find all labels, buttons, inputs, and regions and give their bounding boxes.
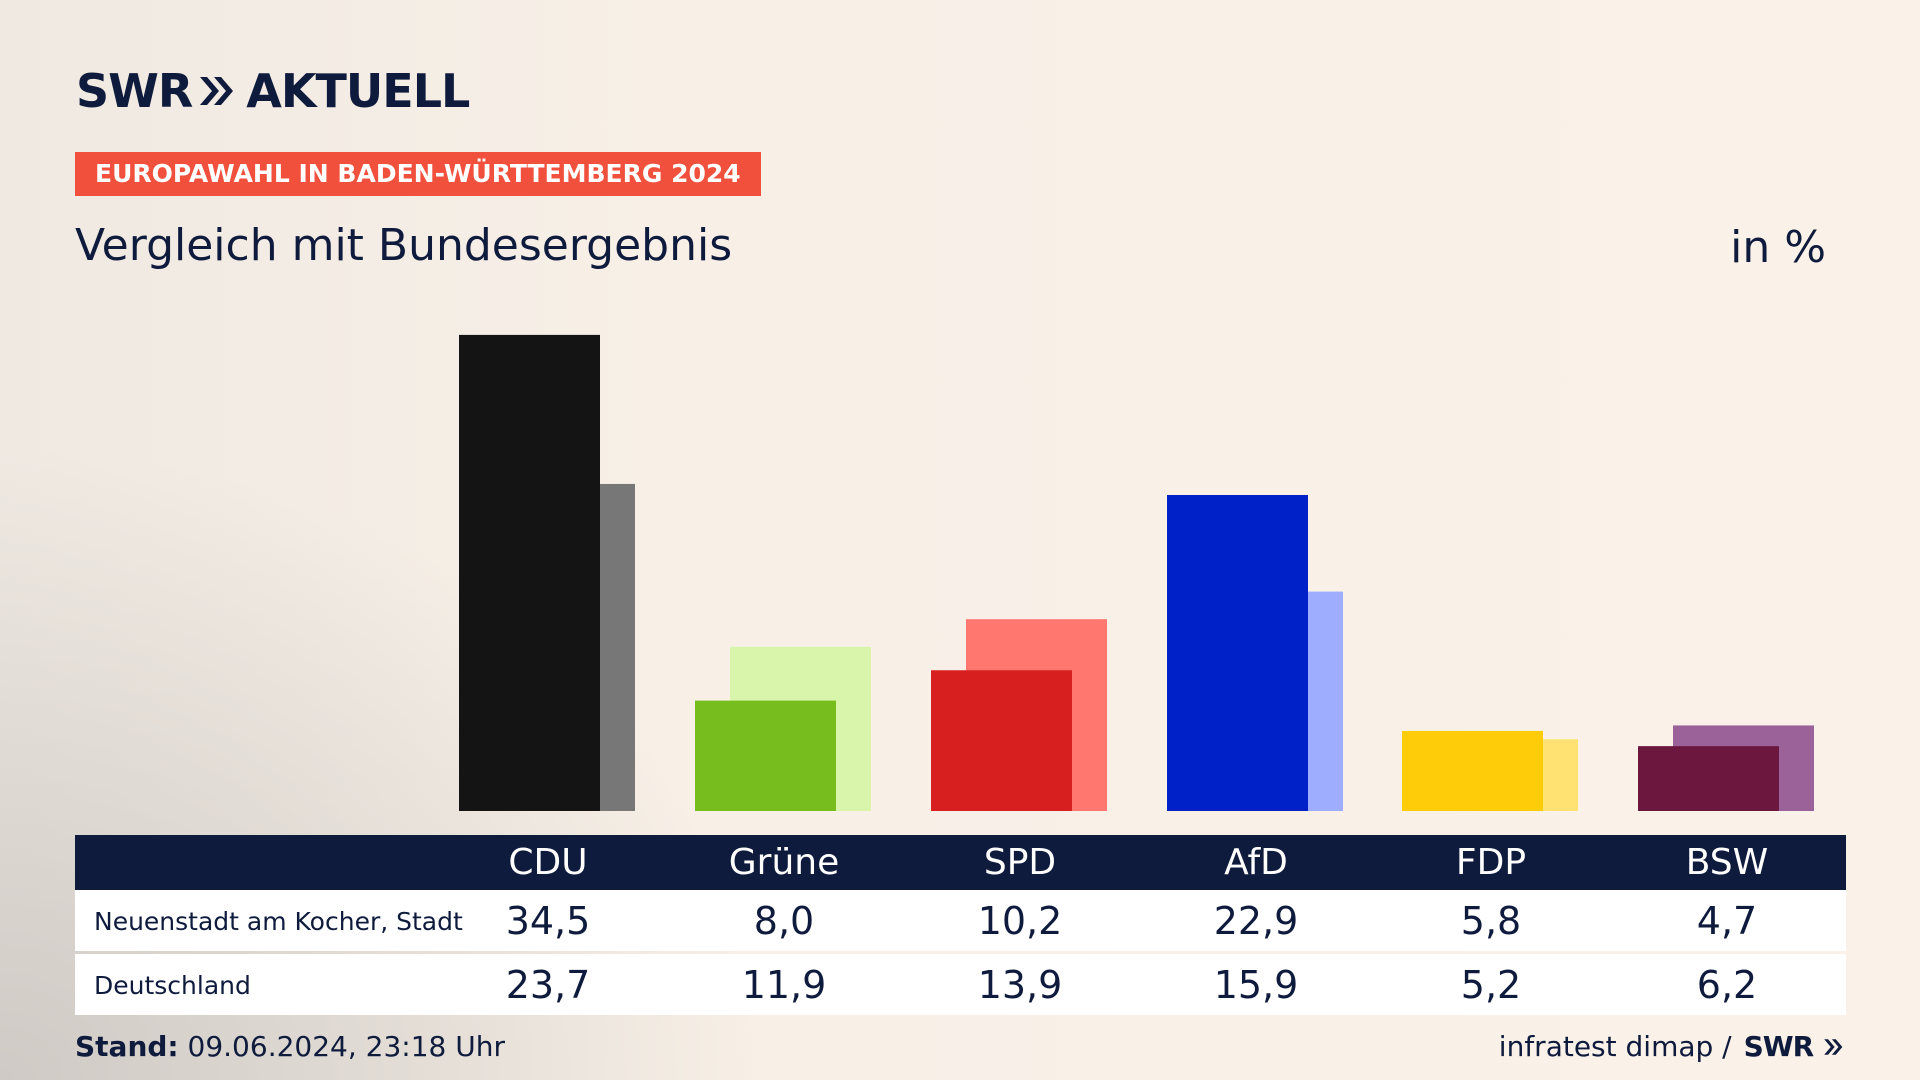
row-label-national: Deutschland bbox=[94, 971, 251, 1000]
source-credit: infratest dimap / SWR bbox=[1499, 1030, 1844, 1063]
double-chevron-icon bbox=[200, 77, 234, 105]
table-row-local: Neuenstadt am Kocher, Stadt 34,5 8,0 10,2 2… bbox=[75, 890, 1846, 951]
value-local-afd: 22,9 bbox=[1213, 899, 1299, 943]
bar-local-spd bbox=[931, 670, 1072, 811]
logo-swr-text: SWR bbox=[76, 64, 193, 118]
bar-local-bsw bbox=[1638, 746, 1779, 811]
footer-swr-text: SWR bbox=[1743, 1030, 1815, 1063]
value-local-gruene: 8,0 bbox=[753, 899, 815, 943]
value-local-spd: 10,2 bbox=[977, 899, 1063, 943]
double-chevron-icon bbox=[1824, 1039, 1843, 1055]
column-header-gruene: Grüne bbox=[728, 842, 840, 883]
logo-aktuell-text: AKTUELL bbox=[246, 64, 470, 118]
source-text: infratest dimap / bbox=[1498, 1030, 1732, 1063]
results-table: CDU Grüne SPD AfD FDP BSW Neuenstadt am Koche… bbox=[75, 835, 1846, 1015]
footer-swr-logo: SWR bbox=[1744, 1030, 1844, 1063]
bar-local-fdp bbox=[1402, 730, 1543, 811]
swr-aktuell-logo: SWR AKTUELL bbox=[76, 64, 470, 118]
value-national-afd: 15,9 bbox=[1213, 963, 1299, 1007]
column-header-fdp: FDP bbox=[1455, 842, 1527, 883]
value-local-cdu: 34,5 bbox=[505, 899, 591, 943]
value-national-bsw: 6,2 bbox=[1696, 963, 1758, 1007]
table-header: CDU Grüne SPD AfD FDP BSW bbox=[75, 835, 1846, 890]
timestamp: Stand: 09.06.2024, 23:18 Uhr bbox=[75, 1030, 505, 1063]
value-national-cdu: 23,7 bbox=[505, 963, 591, 1007]
stand-label: Stand: bbox=[75, 1030, 179, 1063]
value-local-fdp: 5,8 bbox=[1460, 899, 1522, 943]
column-header-bsw: BSW bbox=[1685, 842, 1769, 883]
bar-chart bbox=[459, 334, 1814, 811]
column-header-afd: AfD bbox=[1224, 842, 1288, 883]
unit-label: in % bbox=[1730, 222, 1826, 273]
stand-value: 09.06.2024, 23:18 Uhr bbox=[187, 1030, 505, 1063]
chart-title: Vergleich mit Bundesergebnis bbox=[75, 220, 733, 271]
value-national-spd: 13,9 bbox=[977, 963, 1063, 1007]
bar-local-cdu bbox=[459, 334, 600, 811]
bar-local-gruene bbox=[695, 700, 836, 811]
value-national-fdp: 5,2 bbox=[1460, 963, 1522, 1007]
row-label-local: Neuenstadt am Kocher, Stadt bbox=[94, 907, 463, 936]
value-local-bsw: 4,7 bbox=[1696, 899, 1758, 943]
table-row-national: Deutschland 23,7 11,9 13,9 15,9 5,2 6,2 bbox=[75, 954, 1846, 1015]
election-badge: EUROPAWAHL IN BADEN-WÜRTTEMBERG 2024 bbox=[75, 152, 761, 196]
bar-local-afd bbox=[1167, 494, 1308, 811]
column-header-spd: SPD bbox=[983, 842, 1057, 883]
column-header-cdu: CDU bbox=[508, 842, 588, 883]
value-national-gruene: 11,9 bbox=[741, 963, 827, 1007]
